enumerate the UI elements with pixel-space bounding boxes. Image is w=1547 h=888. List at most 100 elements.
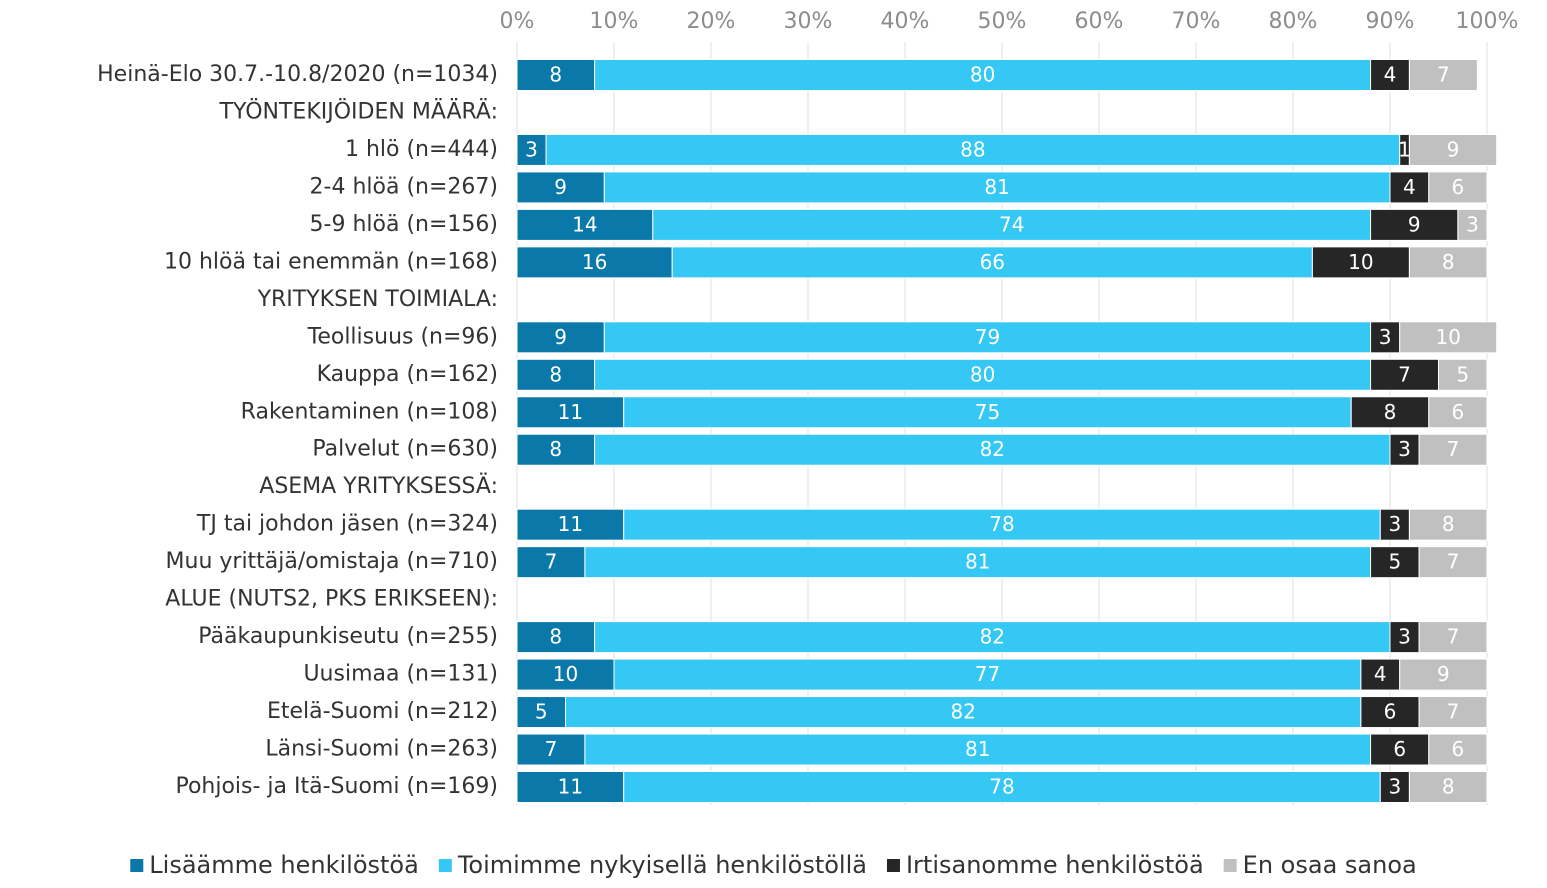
data-label: 9 bbox=[1447, 137, 1460, 161]
bar-segment bbox=[1418, 433, 1488, 466]
data-label: 9 bbox=[1408, 212, 1421, 236]
category-label: Pääkaupunkiseutu (n=255) bbox=[198, 624, 498, 649]
data-label: 10 bbox=[1435, 325, 1460, 349]
bar-segment bbox=[516, 246, 673, 279]
bar-segment bbox=[1311, 246, 1410, 279]
category-label: Länsi-Suomi (n=263) bbox=[265, 737, 498, 762]
data-label: 80 bbox=[970, 63, 995, 87]
data-label: 7 bbox=[1437, 63, 1450, 87]
category-label: YRITYKSEN TOIMIALA: bbox=[257, 287, 498, 312]
category-label: 1 hlö (n=444) bbox=[345, 137, 498, 162]
bar-segment bbox=[594, 59, 1372, 91]
bar-segment bbox=[516, 208, 654, 241]
bar-segment bbox=[516, 658, 615, 691]
bar-segment bbox=[1389, 171, 1430, 204]
data-label: 9 bbox=[554, 325, 567, 349]
bar-segment bbox=[1399, 321, 1498, 354]
data-label: 1 bbox=[1398, 137, 1411, 161]
bar-segment bbox=[594, 358, 1372, 391]
data-label: 6 bbox=[1452, 175, 1465, 199]
category-label: Etelä-Suomi (n=212) bbox=[267, 699, 498, 724]
x-tick-label: 100% bbox=[1456, 9, 1519, 34]
data-label: 5 bbox=[1456, 362, 1469, 386]
bar-segment bbox=[516, 546, 586, 579]
legend-label: Irtisanomme henkilöstöä bbox=[906, 851, 1204, 879]
category-label: 10 hlöä tai enemmän (n=168) bbox=[164, 249, 498, 274]
category-label: ALUE (NUTS2, PKS ERIKSEEN): bbox=[165, 587, 498, 612]
data-label: 4 bbox=[1384, 63, 1397, 87]
category-label: Muu yrittäjä/omistaja (n=710) bbox=[166, 549, 498, 574]
data-label: 7 bbox=[545, 550, 558, 574]
bar-segment bbox=[1379, 771, 1410, 803]
bar-segment bbox=[1428, 396, 1488, 429]
data-label: 11 bbox=[558, 400, 583, 424]
bar-segment bbox=[1418, 621, 1488, 654]
data-label: 7 bbox=[1447, 550, 1460, 574]
category-label: ASEMA YRITYKSESSÄ: bbox=[259, 473, 498, 499]
bar-segment bbox=[1379, 508, 1410, 541]
data-label: 7 bbox=[545, 737, 558, 761]
bar-segment bbox=[1457, 208, 1488, 241]
category-label: TJ tai johdon jäsen (n=324) bbox=[196, 512, 498, 537]
data-label: 8 bbox=[549, 437, 562, 461]
legend-label: Lisäämme henkilöstöä bbox=[149, 851, 419, 879]
category-label: Palvelut (n=630) bbox=[312, 437, 498, 462]
data-label: 8 bbox=[1384, 400, 1397, 424]
x-tick-label: 50% bbox=[978, 9, 1027, 34]
bar-segment bbox=[1408, 246, 1488, 279]
data-label: 5 bbox=[535, 700, 548, 724]
bar-segment bbox=[1438, 358, 1488, 391]
category-label: Teollisuus (n=96) bbox=[307, 324, 498, 349]
category-label: Kauppa (n=162) bbox=[317, 362, 498, 387]
data-label: 9 bbox=[554, 175, 567, 199]
bar-segment bbox=[1399, 658, 1488, 691]
data-label: 78 bbox=[989, 775, 1014, 799]
data-label: 8 bbox=[1442, 250, 1455, 274]
x-tick-label: 40% bbox=[881, 9, 930, 34]
data-label: 3 bbox=[1388, 775, 1401, 799]
x-tick-label: 70% bbox=[1172, 9, 1221, 34]
legend-swatch bbox=[886, 859, 900, 872]
category-label: 2-4 hlöä (n=267) bbox=[310, 174, 498, 199]
bar-segment bbox=[623, 771, 1381, 803]
data-label: 14 bbox=[572, 212, 597, 236]
x-tick-label: 30% bbox=[784, 9, 833, 34]
data-label: 5 bbox=[1388, 550, 1401, 574]
data-label: 88 bbox=[960, 137, 985, 161]
bar-segment bbox=[1408, 771, 1488, 803]
data-label: 81 bbox=[965, 737, 990, 761]
bar-segment bbox=[623, 508, 1381, 541]
bar-segment bbox=[516, 171, 605, 204]
bar-segment bbox=[516, 133, 547, 166]
data-label: 8 bbox=[549, 625, 562, 649]
bar-segment bbox=[652, 208, 1372, 241]
category-label: Heinä-Elo 30.7.-10.8/2020 (n=1034) bbox=[97, 62, 498, 87]
bar-segment bbox=[1360, 696, 1420, 729]
x-tick-label: 80% bbox=[1269, 9, 1318, 34]
data-label: 3 bbox=[1466, 212, 1479, 236]
bar-segment bbox=[1360, 658, 1401, 691]
category-label: Uusimaa (n=131) bbox=[303, 662, 498, 687]
bar-segment bbox=[565, 696, 1362, 729]
legend-label: En osaa sanoa bbox=[1243, 851, 1417, 879]
data-label: 75 bbox=[975, 400, 1000, 424]
data-label: 4 bbox=[1403, 175, 1416, 199]
data-label: 7 bbox=[1447, 437, 1460, 461]
bar-segment bbox=[1370, 208, 1459, 241]
data-label: 6 bbox=[1384, 700, 1397, 724]
bar-segment bbox=[545, 133, 1401, 166]
data-label: 4 bbox=[1374, 662, 1387, 686]
category-label: 5-9 hlöä (n=156) bbox=[310, 212, 498, 237]
bar-segment bbox=[623, 396, 1352, 429]
legend-swatch bbox=[1223, 859, 1237, 872]
legend-swatch bbox=[438, 859, 452, 872]
bar-segment bbox=[671, 246, 1313, 279]
bar-segment bbox=[1418, 546, 1488, 579]
category-label: TYÖNTEKIJÖIDEN MÄÄRÄ: bbox=[219, 98, 498, 124]
x-tick-label: 90% bbox=[1366, 9, 1415, 34]
bar-segment bbox=[516, 358, 596, 391]
data-label: 8 bbox=[1442, 775, 1455, 799]
data-label: 10 bbox=[553, 662, 578, 686]
data-label: 10 bbox=[1348, 250, 1373, 274]
